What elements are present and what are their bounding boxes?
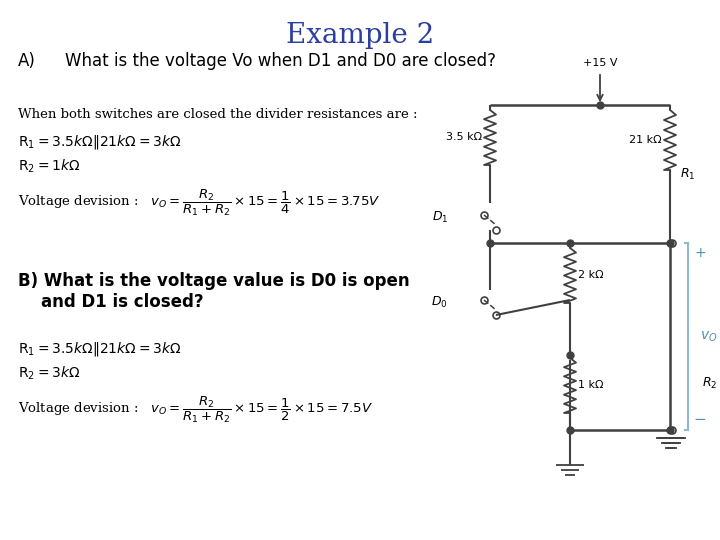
Text: Voltage devision :   $v_O = \dfrac{R_2}{R_1 + R_2} \times 15 = \dfrac{1}{2} \tim: Voltage devision : $v_O = \dfrac{R_2}{R_… bbox=[18, 395, 373, 426]
Text: $\mathrm{R}_2 = 3k\Omega$: $\mathrm{R}_2 = 3k\Omega$ bbox=[18, 365, 81, 382]
Text: Voltage devision :   $v_O = \dfrac{R_2}{R_1 + R_2} \times 15 = \dfrac{1}{4} \tim: Voltage devision : $v_O = \dfrac{R_2}{R_… bbox=[18, 188, 380, 218]
Text: $R_2$: $R_2$ bbox=[702, 376, 717, 391]
Text: 21 kΩ: 21 kΩ bbox=[629, 135, 662, 145]
Text: −: − bbox=[693, 413, 706, 428]
Text: $\mathrm{R}_1 = 3.5k\Omega \| 21k\Omega = 3k\Omega$: $\mathrm{R}_1 = 3.5k\Omega \| 21k\Omega … bbox=[18, 340, 181, 358]
Text: +: + bbox=[694, 246, 706, 260]
Text: A): A) bbox=[18, 52, 36, 70]
Text: $\mathrm{R}_2 = 1k\Omega$: $\mathrm{R}_2 = 1k\Omega$ bbox=[18, 158, 81, 176]
Text: B) What is the voltage value is D0 is open
    and D1 is closed?: B) What is the voltage value is D0 is op… bbox=[18, 272, 410, 311]
Text: $R_1$: $R_1$ bbox=[680, 166, 696, 181]
Text: What is the voltage Vo when D1 and D0 are closed?: What is the voltage Vo when D1 and D0 ar… bbox=[65, 52, 496, 70]
Text: 3.5 kΩ: 3.5 kΩ bbox=[446, 132, 482, 143]
Text: +15 V: +15 V bbox=[582, 58, 617, 68]
Text: $D_1$: $D_1$ bbox=[432, 210, 448, 225]
Text: Example 2: Example 2 bbox=[286, 22, 434, 49]
Text: $D_0$: $D_0$ bbox=[431, 294, 448, 309]
Text: $v_O$: $v_O$ bbox=[700, 329, 718, 343]
Text: 2 kΩ: 2 kΩ bbox=[578, 271, 603, 280]
Text: When both switches are closed the divider resistances are :: When both switches are closed the divide… bbox=[18, 108, 418, 121]
Text: $\mathrm{R}_1 = 3.5k\Omega \| 21k\Omega = 3k\Omega$: $\mathrm{R}_1 = 3.5k\Omega \| 21k\Omega … bbox=[18, 133, 181, 151]
Text: 1 kΩ: 1 kΩ bbox=[578, 381, 603, 390]
